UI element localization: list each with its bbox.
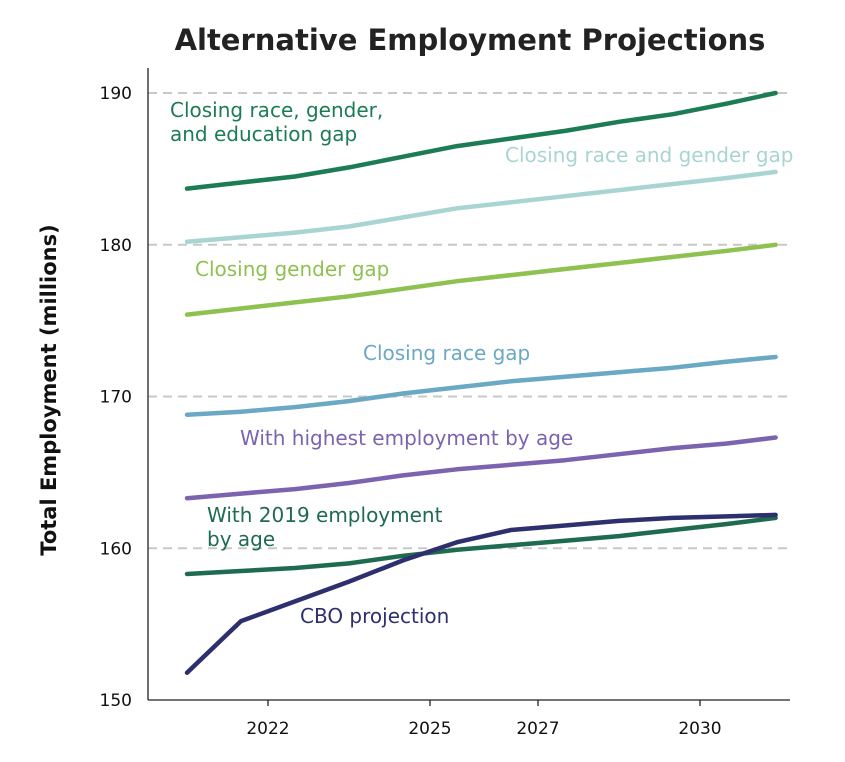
series-line-with-highest-employment-by-age xyxy=(184,435,778,501)
series-label-closing-gender-gap: Closing gender gap xyxy=(195,257,389,281)
y-tick-label-150: 150 xyxy=(100,691,132,711)
series-label-cbo-projection: CBO projection xyxy=(300,604,449,628)
x-tick-label-2022: 2022 xyxy=(246,719,289,739)
y-tick-label-170: 170 xyxy=(100,388,132,408)
series-labels: Closing race, gender, and education gap Cl… xyxy=(170,98,794,628)
series-label-with-highest-employment-by-age: With highest employment by age xyxy=(240,426,573,450)
series-line-closing-race-gender-and-education-gap xyxy=(184,90,778,191)
y-tick-label-160: 160 xyxy=(100,539,132,559)
axes xyxy=(147,68,790,706)
series-label-closing-race-and-gender-gap: Closing race and gender gap xyxy=(505,143,794,167)
series-line-closing-race-gap xyxy=(184,354,778,417)
y-axis-label: Total Employment (millions) xyxy=(37,224,61,555)
series-label-closing-race-gender-and-education-gap: Closing race, gender, and education gap xyxy=(170,98,383,146)
x-tick-label-2027: 2027 xyxy=(516,719,559,739)
tick-labels: 150 160 170 180 190 2022 2025 2027 2030 xyxy=(100,84,722,739)
x-tick-label-2030: 2030 xyxy=(678,719,721,739)
x-tick-label-2025: 2025 xyxy=(408,719,451,739)
y-tick-label-180: 180 xyxy=(100,236,132,256)
series-label-closing-race-gap: Closing race gap xyxy=(363,341,530,365)
y-tick-label-190: 190 xyxy=(100,84,132,104)
series-line-closing-gender-gap xyxy=(184,242,778,317)
chart-title: Alternative Employment Projections xyxy=(175,23,766,57)
series-label-with-2019-employment-by-age: With 2019 employment by age xyxy=(207,503,443,551)
series-line-with-2019-employment-by-age xyxy=(184,515,778,577)
series-line-cbo-projection xyxy=(184,512,778,675)
series-lines xyxy=(184,90,778,675)
series-line-closing-race-and-gender-gap xyxy=(184,169,778,244)
